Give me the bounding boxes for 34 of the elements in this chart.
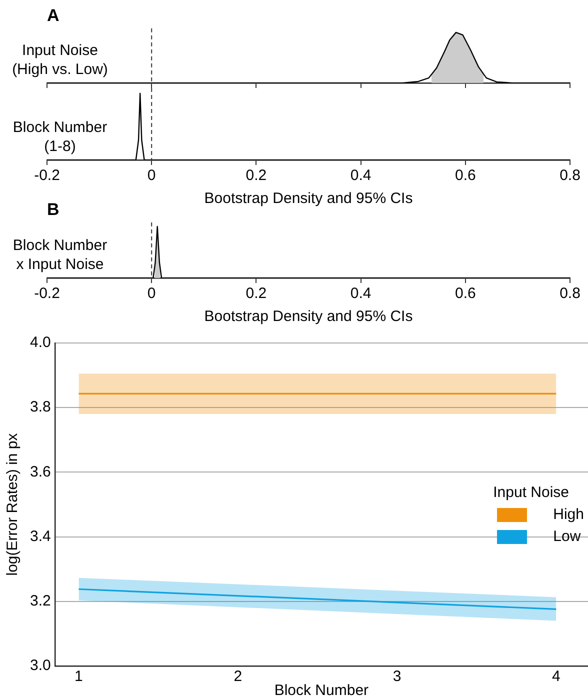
x-tick-label: 1 xyxy=(74,668,83,686)
x-axis-title: Bootstrap Density and 95% CIs xyxy=(204,308,413,326)
x-tick-label: -0.2 xyxy=(34,167,60,184)
x-tick-label: 0.2 xyxy=(246,167,267,184)
y-axis-title: Block Number (1-8) xyxy=(12,118,108,156)
legend-label: High xyxy=(553,506,584,523)
x-tick-label: 4 xyxy=(552,668,560,686)
x-tick-label: 0.6 xyxy=(454,167,476,184)
x-tick-label: 0.4 xyxy=(350,285,372,302)
y-tick-label: 3.2 xyxy=(30,592,51,610)
y-tick-label: 3.0 xyxy=(30,657,51,674)
chart-title: B xyxy=(47,200,60,219)
x-axis-title: Block Number xyxy=(274,682,369,700)
y-tick-label: 3.4 xyxy=(30,528,51,545)
legend-label: Low xyxy=(553,528,581,545)
x-tick-label: 0.6 xyxy=(454,285,476,302)
x-tick-label: 0.8 xyxy=(560,167,580,184)
legend-title: Input Noise xyxy=(493,484,570,501)
y-tick-label: 4.0 xyxy=(30,334,51,352)
x-tick-label: 2 xyxy=(234,668,242,686)
x-tick-label: 0.8 xyxy=(560,285,580,302)
y-axis-title: log(Error Rates) in px xyxy=(4,432,22,576)
x-tick-label: 0 xyxy=(147,167,156,184)
x-tick-label: 3 xyxy=(392,668,402,686)
y-axis-title: Input Noise (High vs. Low) xyxy=(11,41,109,79)
chart-title: A xyxy=(47,6,60,25)
y-tick-label: 3.8 xyxy=(30,398,51,416)
x-tick-label: -0.2 xyxy=(34,285,60,302)
x-axis-title: Bootstrap Density and 95% CIs xyxy=(204,190,413,208)
x-tick-label: 0.2 xyxy=(246,285,267,302)
y-axis-title: Block Number x Input Noise xyxy=(12,236,108,274)
x-tick-label: 0.4 xyxy=(350,167,372,184)
x-tick-label: 0 xyxy=(147,285,156,302)
y-tick-label: 3.6 xyxy=(30,463,51,480)
